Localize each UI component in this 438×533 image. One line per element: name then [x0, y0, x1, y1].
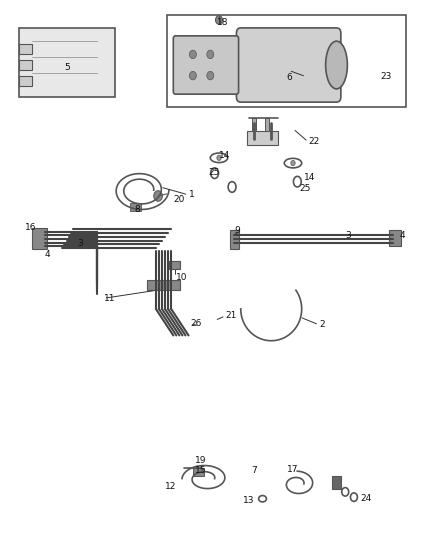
Circle shape: [154, 191, 162, 201]
Text: 18: 18: [217, 18, 228, 27]
Text: 6: 6: [286, 72, 292, 82]
Text: 1: 1: [188, 190, 194, 199]
Text: 17: 17: [286, 465, 298, 473]
FancyBboxPatch shape: [237, 28, 341, 102]
Bar: [32, 228, 47, 249]
Text: 8: 8: [134, 205, 140, 214]
Circle shape: [291, 160, 295, 166]
Text: 4: 4: [45, 250, 50, 259]
Text: 16: 16: [25, 223, 37, 232]
Bar: [389, 230, 401, 246]
Circle shape: [189, 50, 196, 59]
Text: 25: 25: [300, 183, 311, 192]
Bar: [252, 118, 256, 131]
Bar: [147, 280, 180, 290]
Text: 5: 5: [64, 63, 70, 72]
Bar: [169, 261, 180, 269]
Bar: [265, 118, 269, 131]
Text: 9: 9: [234, 226, 240, 235]
Text: 3: 3: [345, 231, 351, 240]
Text: 3: 3: [78, 239, 83, 248]
Bar: [193, 468, 204, 476]
Circle shape: [189, 71, 196, 80]
Text: 25: 25: [208, 167, 219, 176]
Bar: [19, 44, 32, 54]
Circle shape: [207, 71, 214, 80]
Text: 21: 21: [226, 311, 237, 320]
Text: 10: 10: [176, 272, 187, 281]
Text: 22: 22: [308, 138, 319, 147]
Text: 14: 14: [304, 173, 315, 182]
FancyBboxPatch shape: [173, 36, 239, 94]
Text: 13: 13: [243, 496, 254, 505]
Bar: [130, 203, 141, 211]
Circle shape: [217, 155, 221, 160]
Text: 11: 11: [104, 294, 115, 303]
Bar: [19, 76, 32, 86]
Bar: [230, 230, 239, 249]
Ellipse shape: [325, 41, 347, 89]
Text: 12: 12: [165, 482, 176, 491]
Bar: [247, 131, 278, 144]
Text: 15: 15: [195, 466, 207, 475]
Text: 19: 19: [195, 456, 207, 465]
Text: 24: 24: [360, 494, 372, 503]
Text: 14: 14: [219, 151, 230, 160]
Text: 23: 23: [380, 72, 392, 81]
Text: 2: 2: [319, 320, 325, 329]
Circle shape: [207, 50, 214, 59]
Bar: [19, 28, 115, 97]
Text: 26: 26: [191, 319, 202, 328]
Text: 4: 4: [399, 231, 405, 240]
Bar: [19, 60, 32, 70]
Bar: [167, 14, 406, 108]
Text: 20: 20: [173, 195, 185, 204]
Text: 7: 7: [252, 466, 258, 475]
Bar: [332, 476, 341, 489]
Circle shape: [215, 15, 223, 24]
